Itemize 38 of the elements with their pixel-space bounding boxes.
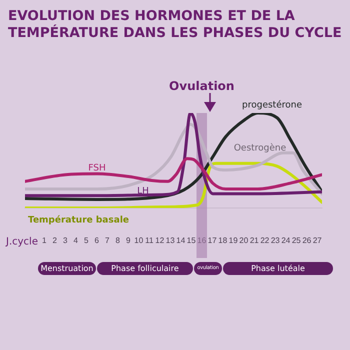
x-tick-label: 14 — [176, 236, 186, 246]
x-tick-label: 26 — [302, 236, 312, 246]
x-tick-label: 6 — [94, 236, 100, 246]
x-tick-label: 8 — [116, 236, 121, 246]
x-tick-label: 20 — [239, 236, 249, 246]
series-label: progestérone — [242, 99, 302, 110]
text: Phase folliculaire — [97, 262, 193, 275]
x-tick-label: 27 — [312, 236, 322, 246]
x-tick-label: 2 — [52, 236, 58, 246]
series-label: Oestrogène — [234, 142, 287, 154]
x-tick-label: 5 — [84, 236, 89, 246]
x-tick-label: 7 — [105, 236, 110, 246]
x-axis-title: J.cycle — [5, 236, 38, 248]
x-tick-label: 25 — [292, 236, 302, 246]
series-label: Température basale — [28, 214, 130, 226]
x-tick-label: 15 — [186, 236, 196, 246]
x-tick-label: 11 — [145, 236, 154, 246]
x-tick-label: 19 — [228, 236, 238, 246]
series-label: LH — [137, 186, 149, 196]
x-tick-label: 22 — [260, 236, 270, 246]
text: Menstruation — [38, 262, 96, 275]
x-tick-label: 24 — [281, 236, 291, 246]
x-tick-label: 3 — [62, 236, 68, 246]
x-tick-label: 9 — [126, 236, 132, 246]
x-tick-label: 1 — [42, 236, 47, 246]
x-tick-label: 13 — [166, 236, 176, 246]
x-tick-label: 18 — [218, 236, 228, 246]
text: Phase lutéale — [223, 262, 333, 275]
x-tick-label: 12 — [155, 236, 165, 246]
x-tick-label: 23 — [270, 236, 280, 246]
x-tick-label: 10 — [134, 236, 144, 246]
x-tick-label: 21 — [250, 236, 260, 246]
series-label: FSH — [88, 163, 106, 174]
chart-title: EVOLUTION DES HORMONES ET DE LA TEMPÉRATURE DANS LES PHASES DU CYCLE — [8, 8, 343, 42]
x-tick-label: 16 — [197, 236, 207, 246]
x-tick-label: 4 — [74, 236, 78, 246]
band-label: Ovulation — [169, 79, 234, 93]
x-tick-label: 17 — [208, 236, 218, 246]
